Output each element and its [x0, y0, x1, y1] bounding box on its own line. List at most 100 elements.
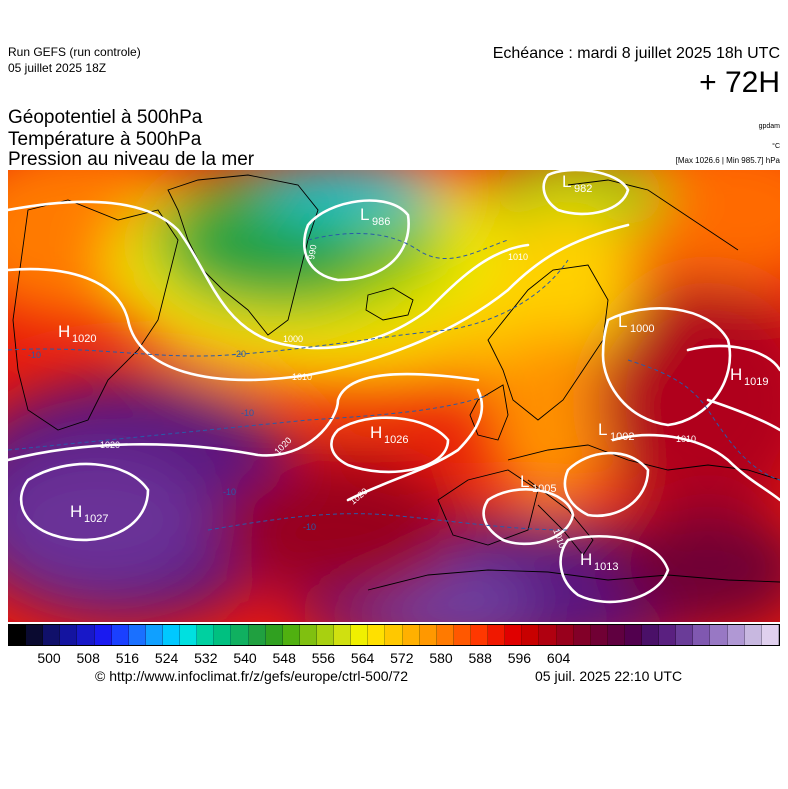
pressure-center-low: L 1005 [520, 472, 556, 495]
colorbar-swatch [470, 625, 489, 645]
colorbar-swatch [231, 625, 249, 645]
isobar-label: 1000 [283, 334, 303, 344]
colorbar-tick-label: 580 [429, 650, 453, 666]
isobar-label: 1010 [292, 372, 312, 382]
isobar-label: 1020 [100, 440, 120, 450]
unit-geopotential: gpdam [758, 123, 780, 130]
colorbar-swatch [180, 625, 198, 645]
colorbar-tick-label: 588 [468, 650, 492, 666]
lead-time: + 72H [699, 66, 780, 99]
run-date: 05 juillet 2025 18Z [8, 61, 107, 75]
low-letter: L [520, 472, 529, 491]
title-pressure: Pression au niveau de la mer [8, 149, 255, 170]
colorbar-swatch [9, 625, 27, 645]
high-value: 1027 [84, 513, 108, 525]
high-letter: H [580, 550, 592, 569]
colorbar-swatch [111, 625, 129, 645]
colorbar-swatch [761, 625, 779, 645]
colorbar-swatch [77, 625, 95, 645]
isotherm-labels: -20 -10 -10 -10 -10 [28, 349, 316, 532]
colorbar-swatch [128, 625, 146, 645]
colorbar-tick-label: 532 [194, 650, 218, 666]
low-letter: L [618, 312, 627, 331]
weather-map: H 1020 H 1026 H 1027 H 1019 H 1013 L 986… [8, 170, 780, 622]
colorbar-swatch [402, 625, 420, 645]
coastlines [12, 174, 780, 591]
pressure-center-low: L 986 [360, 205, 390, 228]
high-value: 1026 [384, 434, 408, 446]
low-value: 1000 [630, 323, 654, 335]
colorbar-swatch [419, 625, 437, 645]
pressure-center-high: H 1027 [70, 502, 108, 525]
colorbar-swatch [145, 625, 163, 645]
unit-temperature: °C [772, 143, 780, 150]
title-geopotential: Géopotentiel à 500hPa [8, 107, 203, 128]
title-temperature: Température à 500hPa [8, 129, 202, 150]
colorbar-swatch [744, 625, 762, 645]
colorbar-tick-label: 540 [233, 650, 257, 666]
pressure-center-high: H 1020 [58, 322, 96, 345]
colorbar-tick-label: 596 [507, 650, 532, 666]
colorbar [8, 624, 780, 646]
colorbar-tick-label: 564 [350, 650, 375, 666]
colorbar-swatch [162, 625, 181, 645]
colorbar-tick-label: 572 [390, 650, 414, 666]
high-letter: H [370, 423, 382, 442]
source-credit: © http://www.infoclimat.fr/z/gefs/europe… [95, 668, 409, 684]
colorbar-swatch [436, 625, 454, 645]
isotherms [8, 233, 780, 531]
pressure-max-min: [Max 1026.6 | Min 985.7] hPa [675, 156, 780, 165]
colorbar-swatch [607, 625, 625, 645]
colorbar-swatch [659, 625, 677, 645]
colorbar-swatch [385, 625, 403, 645]
colorbar-swatch [43, 625, 61, 645]
colorbar-swatch [368, 625, 386, 645]
colorbar-swatch [642, 625, 660, 645]
low-letter: L [562, 172, 571, 191]
low-value: 1005 [532, 483, 556, 495]
colorbar-swatch [351, 625, 369, 645]
colorbar-swatch [573, 625, 591, 645]
colorbar-swatch [676, 625, 694, 645]
low-letter: L [598, 420, 607, 439]
colorbar-swatch [26, 625, 44, 645]
colorbar-swatch [624, 625, 643, 645]
generation-time: 05 juil. 2025 22:10 UTC [535, 668, 683, 684]
isotherm-label: -20 [233, 349, 246, 359]
colorbar-swatch [710, 625, 728, 645]
isotherm-label: -10 [28, 350, 41, 360]
pressure-center-low: L 982 [562, 172, 592, 195]
valid-time: Echéance : mardi 8 juillet 2025 18h UTC [492, 45, 780, 62]
isotherm-label: -10 [241, 408, 254, 418]
colorbar-swatch [282, 625, 300, 645]
colorbar-swatch [316, 625, 335, 645]
colorbar-tick-label: 508 [76, 650, 100, 666]
high-value: 1013 [594, 561, 618, 573]
colorbar-swatch [556, 625, 574, 645]
colorbar-tick-label: 556 [311, 650, 336, 666]
colorbar-swatch [488, 625, 506, 645]
pressure-center-high: H 1026 [370, 423, 408, 446]
colorbar-tick-label: 604 [546, 650, 571, 666]
geopotential-field [8, 170, 780, 622]
high-letter: H [58, 322, 70, 341]
colorbar-swatch [299, 625, 317, 645]
isobar-label: 1010 [676, 434, 696, 444]
colorbar-swatch [590, 625, 608, 645]
high-value: 1020 [72, 333, 96, 345]
colorbar-swatch [248, 625, 266, 645]
colorbar-swatch [522, 625, 540, 645]
pressure-center-low: L 1002 [598, 420, 634, 443]
high-letter: H [70, 502, 82, 521]
run-label: Run GEFS (run controle) [8, 45, 141, 59]
pressure-centers: H 1020 H 1026 H 1027 H 1019 H 1013 L 986… [58, 172, 768, 573]
colorbar-swatch [539, 625, 557, 645]
colorbar-swatch [453, 625, 471, 645]
colorbar-swatch [727, 625, 745, 645]
high-letter: H [730, 365, 742, 384]
low-value: 986 [372, 216, 390, 228]
pressure-center-low: L 1000 [618, 312, 654, 335]
colorbar-swatch [334, 625, 352, 645]
pressure-center-high: H 1013 [580, 550, 618, 573]
colorbar-swatch [94, 625, 112, 645]
